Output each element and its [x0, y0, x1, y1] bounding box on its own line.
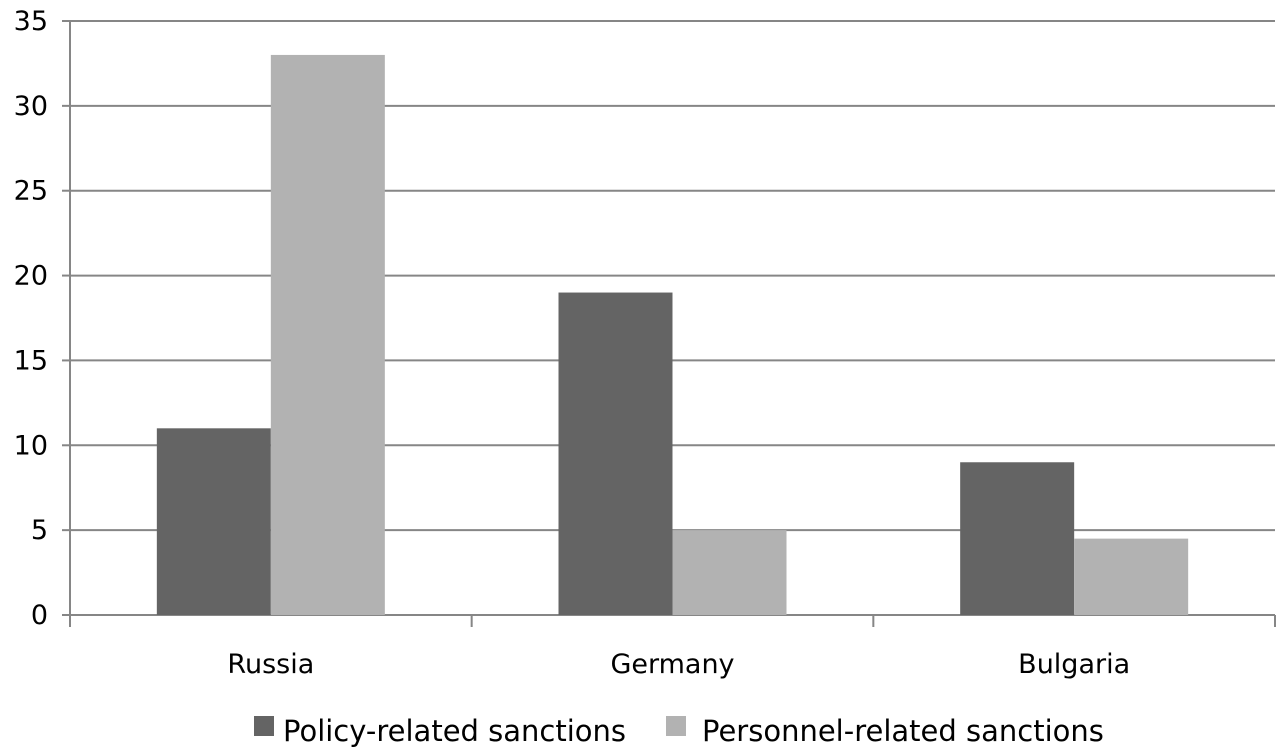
- legend: Policy-related sanctions Personnel-relat…: [254, 714, 1104, 748]
- bar-policy-russia: [156, 428, 271, 615]
- bar-policy-bulgaria: [960, 462, 1075, 615]
- y-tick-label: 25: [14, 176, 48, 207]
- legend-swatch-policy: [254, 716, 274, 736]
- y-tick-label: 35: [14, 6, 48, 37]
- y-tick-label: 10: [14, 430, 48, 461]
- legend-label-policy: Policy-related sanctions: [283, 714, 626, 748]
- y-tick-label: 5: [31, 515, 48, 546]
- y-tick-label: 30: [14, 91, 48, 122]
- legend-swatch-personnel: [666, 716, 686, 736]
- x-axis: Russia Germany Bulgaria: [69, 614, 1276, 680]
- bar-personnel-germany: [672, 530, 787, 615]
- x-tick-label-bulgaria: Bulgaria: [1018, 649, 1130, 680]
- legend-label-personnel: Personnel-related sanctions: [702, 714, 1104, 748]
- bar-personnel-russia: [270, 54, 385, 615]
- x-tick-label-russia: Russia: [227, 649, 314, 680]
- x-tick-label-germany: Germany: [610, 649, 734, 680]
- y-tick-label: 0: [31, 600, 48, 631]
- bar-personnel-bulgaria: [1074, 538, 1189, 615]
- y-tick-label: 15: [14, 345, 48, 376]
- bars: [156, 54, 1189, 615]
- bar-policy-germany: [558, 292, 673, 615]
- y-axis: 0 5 10 15 20 25 30 35: [14, 6, 71, 631]
- y-tick-label: 20: [14, 261, 48, 292]
